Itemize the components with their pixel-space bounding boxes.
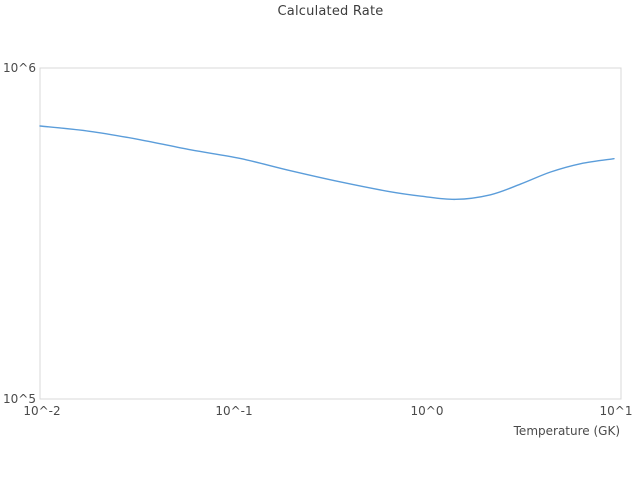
- x-tick-label-1e-1: 10^-1: [215, 404, 253, 418]
- y-tick-label-1e5: 10^5: [3, 392, 36, 406]
- plot-border: [39, 67, 622, 400]
- x-tick-label-1e1: 10^1: [599, 404, 633, 418]
- rate-line-series: [39, 125, 615, 201]
- x-tick-label-1e0: 10^0: [410, 404, 444, 418]
- y-tick-label-1e6: 10^6: [3, 61, 36, 75]
- x-axis-title: Temperature (GK): [513, 424, 620, 438]
- chart-title: Calculated Rate: [277, 4, 384, 19]
- x-tick-label-1e-2: 10^-2: [23, 404, 61, 418]
